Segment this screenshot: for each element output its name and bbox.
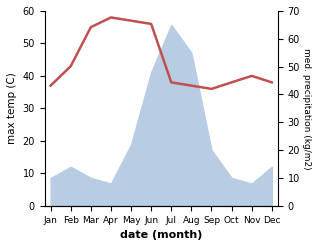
Y-axis label: med. precipitation (kg/m2): med. precipitation (kg/m2): [302, 48, 311, 169]
Y-axis label: max temp (C): max temp (C): [7, 72, 17, 144]
X-axis label: date (month): date (month): [120, 230, 203, 240]
